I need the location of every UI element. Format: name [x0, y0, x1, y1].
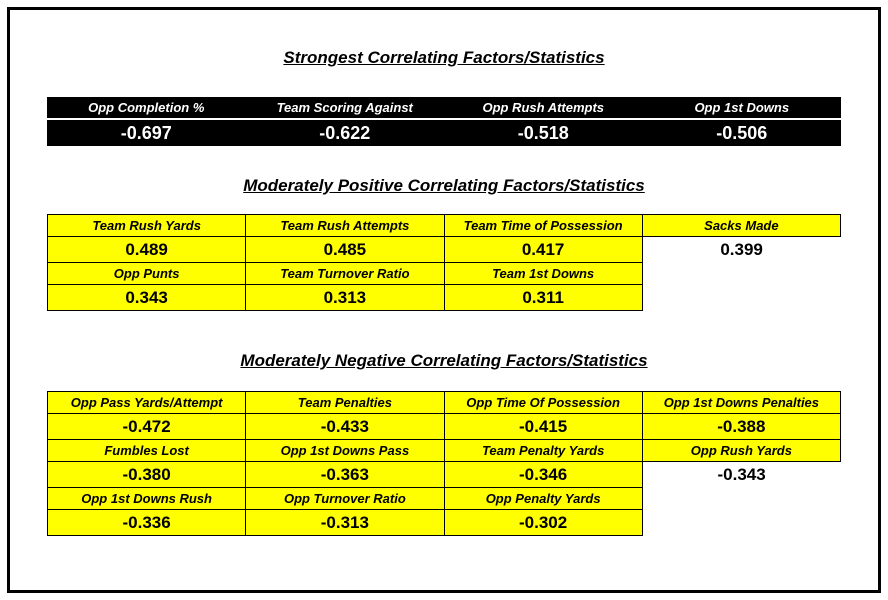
table-row: Team Rush Yards Team Rush Attempts Team …	[46, 214, 842, 237]
strongest-header-cell: Team Scoring Against	[245, 97, 444, 120]
positive-value-cell: 0.311	[443, 284, 643, 311]
negative-value-cell: -0.313	[245, 509, 445, 536]
negative-header-cell: Opp Turnover Ratio	[245, 487, 445, 510]
strongest-value-cell: -0.518	[444, 119, 643, 146]
table-row: -0.336 -0.313 -0.302	[46, 509, 841, 536]
table-row: Opp 1st Downs Rush Opp Turnover Ratio Op…	[46, 487, 841, 510]
positive-header-cell: Opp Punts	[46, 262, 247, 285]
table-row: Opp Punts Team Turnover Ratio Team 1st D…	[46, 262, 841, 285]
negative-value-cell: -0.346	[443, 461, 643, 488]
positive-value-cell: 0.343	[46, 284, 247, 311]
positive-value-cell: 0.485	[245, 236, 445, 263]
table-row: 0.343 0.313 0.311	[46, 284, 841, 311]
page-content: Strongest Correlating Factors/Statistics…	[10, 10, 878, 536]
page-border-frame: Strongest Correlating Factors/Statistics…	[7, 7, 881, 593]
empty-cell	[642, 488, 840, 510]
strongest-table: Opp Completion % Team Scoring Against Op…	[47, 97, 841, 146]
empty-cell	[642, 285, 840, 311]
negative-value-cell: -0.363	[245, 461, 445, 488]
negative-value-cell: -0.302	[443, 509, 643, 536]
negative-header-cell: Opp 1st Downs Rush	[46, 487, 247, 510]
strongest-value-cell: -0.506	[642, 119, 841, 146]
positive-value-cell: 0.489	[46, 236, 247, 263]
section-title-strongest: Strongest Correlating Factors/Statistics	[283, 48, 605, 67]
negative-header-cell: Opp Time Of Possession	[443, 391, 643, 414]
negative-value-cell: -0.433	[245, 413, 445, 440]
negative-header-cell: Opp Rush Yards	[641, 439, 842, 462]
positive-header-cell: Team Rush Yards	[46, 214, 247, 237]
section-title-positive: Moderately Positive Correlating Factors/…	[243, 176, 645, 195]
strongest-value-cell: -0.697	[47, 119, 246, 146]
strongest-header-cell: Opp 1st Downs	[642, 97, 841, 120]
table-row: -0.697 -0.622 -0.518 -0.506	[47, 119, 841, 146]
positive-table: Team Rush Yards Team Rush Attempts Team …	[46, 214, 842, 311]
negative-header-cell: Opp Penalty Yards	[443, 487, 643, 510]
negative-header-cell: Opp 1st Downs Pass	[245, 439, 445, 462]
table-row: -0.380 -0.363 -0.346 -0.343	[46, 461, 841, 488]
positive-header-cell: Sacks Made	[641, 214, 842, 237]
section-title-negative: Moderately Negative Correlating Factors/…	[240, 351, 648, 370]
table-row: Opp Pass Yards/Attempt Team Penalties Op…	[46, 391, 842, 414]
negative-header-cell: Opp Pass Yards/Attempt	[46, 391, 247, 414]
positive-header-cell: Team 1st Downs	[443, 262, 643, 285]
positive-value-cell-unhighlighted: 0.399	[642, 236, 841, 263]
negative-table: Opp Pass Yards/Attempt Team Penalties Op…	[46, 391, 842, 536]
negative-header-cell: Opp 1st Downs Penalties	[641, 391, 842, 414]
strongest-value-cell: -0.622	[245, 119, 444, 146]
table-row: -0.472 -0.433 -0.415 -0.388	[46, 413, 842, 440]
negative-value-cell: -0.388	[641, 413, 842, 440]
table-row: Opp Completion % Team Scoring Against Op…	[47, 97, 841, 120]
table-row: Fumbles Lost Opp 1st Downs Pass Team Pen…	[46, 439, 842, 462]
table-row: 0.489 0.485 0.417 0.399	[46, 236, 841, 263]
positive-value-cell: 0.313	[245, 284, 445, 311]
negative-value-cell: -0.415	[443, 413, 643, 440]
strongest-header-cell: Opp Rush Attempts	[444, 97, 643, 120]
negative-value-cell: -0.380	[46, 461, 247, 488]
empty-cell	[642, 263, 840, 285]
negative-header-cell: Fumbles Lost	[46, 439, 247, 462]
negative-value-cell: -0.336	[46, 509, 247, 536]
negative-value-cell: -0.472	[46, 413, 247, 440]
empty-cell	[642, 510, 840, 536]
negative-header-cell: Team Penalty Yards	[443, 439, 643, 462]
positive-header-cell: Team Time of Possession	[443, 214, 643, 237]
positive-header-cell: Team Turnover Ratio	[245, 262, 445, 285]
positive-value-cell: 0.417	[443, 236, 643, 263]
negative-value-cell-unhighlighted: -0.343	[642, 461, 841, 488]
strongest-header-cell: Opp Completion %	[47, 97, 246, 120]
negative-header-cell: Team Penalties	[245, 391, 445, 414]
positive-header-cell: Team Rush Attempts	[245, 214, 445, 237]
